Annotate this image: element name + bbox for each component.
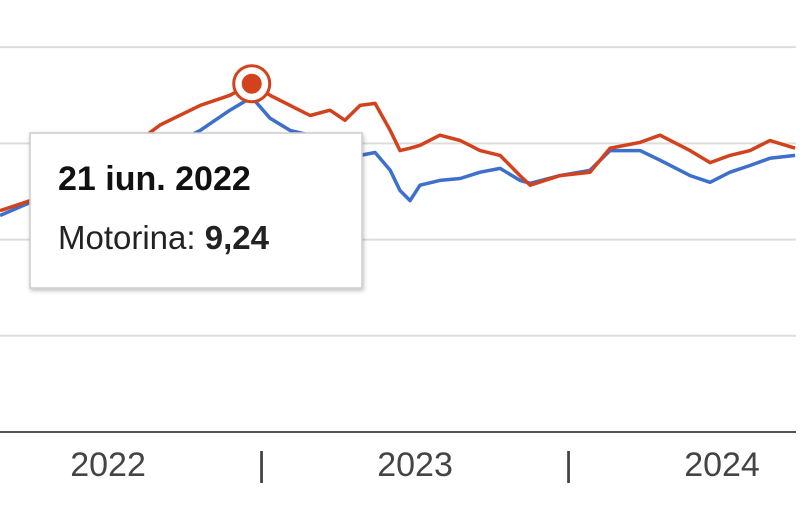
highlight-point [241,73,262,94]
tooltip-box [29,132,363,289]
tooltip-label: Motorina: [58,219,196,256]
tooltip-title: 21 iun. 2022 [58,160,251,198]
tooltip-value: 9,24 [205,219,270,256]
x-tick-label: 2024 [684,446,760,484]
x-tick-label: 2022 [70,446,146,484]
x-tick-label: | [564,446,573,484]
x-tick-label: 2023 [377,446,453,484]
x-tick-label: | [257,446,266,484]
tooltip: 21 iun. 2022 Motorina: 9,24 [29,132,363,289]
tooltip-text: Motorina: 9,24 [58,219,270,256]
